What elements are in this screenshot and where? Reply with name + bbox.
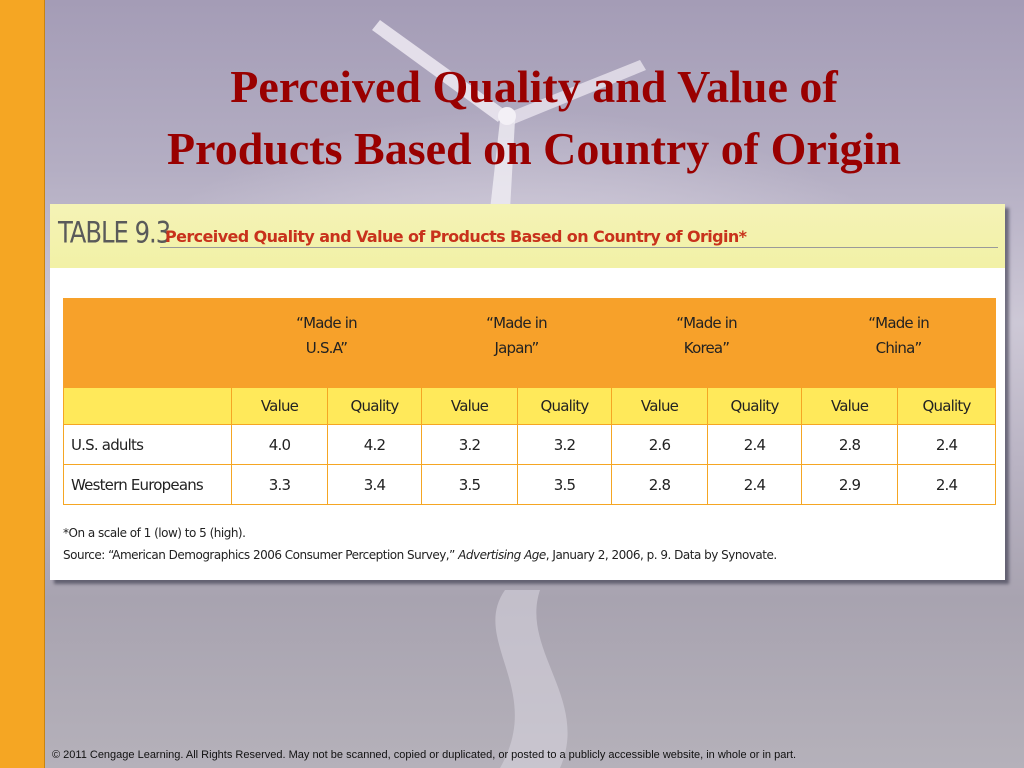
table-cell: 2.8 (611, 464, 709, 505)
metric-header-row: Value Quality Value Quality Value Qualit… (63, 387, 997, 425)
left-accent-bar (0, 0, 45, 768)
table-figure: TABLE 9.3 Perceived Quality and Value of… (50, 204, 1005, 580)
metric-header-quality: Quality (517, 387, 613, 425)
table-cell: 3.2 (517, 424, 613, 465)
country-header-row: “Made in U.S.A” “Made in Japan” “Made in Ko… (63, 298, 997, 388)
table-banner: TABLE 9.3 Perceived Quality and Value of… (50, 204, 1005, 268)
country-header-usa: “Made in U.S.A” (230, 298, 423, 388)
metric-header-value: Value (611, 387, 709, 425)
country-origin-table: “Made in U.S.A” “Made in Japan” “Made in Ko… (63, 298, 997, 505)
table-cell: 3.3 (231, 464, 328, 505)
table-cell: 2.9 (801, 464, 899, 505)
table-cell: 3.5 (517, 464, 613, 505)
table-cell: 2.4 (707, 464, 803, 505)
metric-header-quality: Quality (326, 387, 423, 425)
metric-header-quality: Quality (707, 387, 803, 425)
banner-divider (160, 247, 998, 248)
table-row-us-adults: U.S. adults 4.0 4.2 3.2 3.2 2.6 2.4 2.8 … (63, 424, 997, 465)
table-cell: 3.5 (421, 464, 519, 505)
slide-title-line-2: Products Based on Country of Origin (167, 123, 901, 174)
source-prefix: Source: “American Demographics 2006 Cons… (63, 548, 459, 562)
table-row-western-europeans: Western Europeans 3.3 3.4 3.5 3.5 2.8 2.… (63, 464, 997, 505)
table-number: TABLE 9.3 (58, 216, 171, 251)
source-publication: Advertising Age (458, 548, 546, 562)
metric-corner-cell (63, 387, 232, 425)
slide-title-line-1: Perceived Quality and Value of (230, 61, 838, 112)
table-footnote: *On a scale of 1 (low) to 5 (high). (63, 526, 246, 540)
table-cell: 3.4 (326, 464, 423, 505)
table-cell: 2.4 (897, 424, 997, 465)
source-suffix: , January 2, 2006, p. 9. Data by Synovat… (545, 548, 777, 562)
table-cell: 2.4 (707, 424, 803, 465)
country-header-china: “Made in China” (801, 298, 997, 388)
metric-header-value: Value (801, 387, 899, 425)
country-header-japan: “Made in Japan” (421, 298, 613, 388)
table-cell: 2.4 (897, 464, 997, 505)
metric-header-value: Value (231, 387, 328, 425)
row-label: U.S. adults (63, 424, 232, 465)
table-cell: 2.8 (801, 424, 899, 465)
country-header-korea: “Made in Korea” (611, 298, 803, 388)
metric-header-value: Value (421, 387, 519, 425)
table-cell: 4.2 (326, 424, 423, 465)
table-cell: 2.6 (611, 424, 709, 465)
corner-cell (63, 298, 232, 388)
copyright-notice: © 2011 Cengage Learning. All Rights Rese… (52, 749, 797, 761)
row-label: Western Europeans (63, 464, 232, 505)
table-cell: 4.0 (231, 424, 328, 465)
table-notes: *On a scale of 1 (low) to 5 (high). Sour… (63, 522, 777, 566)
table-source: Source: “American Demographics 2006 Cons… (63, 544, 777, 566)
table-title: Perceived Quality and Value of Products … (165, 227, 747, 246)
metric-header-quality: Quality (897, 387, 997, 425)
slide-title: Perceived Quality and Value of Products … (44, 56, 1024, 180)
table-cell: 3.2 (421, 424, 519, 465)
